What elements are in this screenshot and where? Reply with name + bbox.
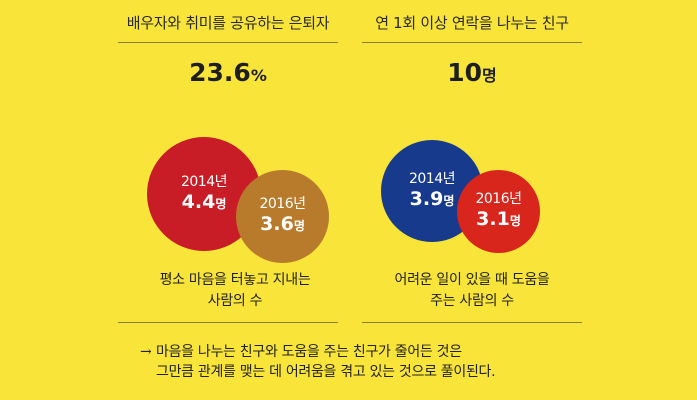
left-bubble-2016-value: 3.6명 (260, 213, 305, 235)
arrow-icon: → (140, 344, 152, 360)
left-bubble-2016-year: 2016년 (259, 196, 306, 212)
left-caption: 평소 마음을 터놓고 지내는 사람의 수 (115, 270, 355, 312)
right-headline-unit: 명 (482, 66, 497, 85)
left-bubble-2014-value: 4.4명 (181, 190, 227, 213)
left-panel-title: 배우자와 취미를 공유하는 은퇴자 (118, 12, 338, 43)
left-caption-divider (118, 322, 338, 323)
left-bubble-2016: 2016년 3.6명 (236, 170, 329, 263)
right-caption-line1: 어려운 일이 있을 때 도움을 (394, 272, 550, 288)
right-bubble-2016-value: 3.1명 (476, 208, 521, 230)
left-headline-unit: % (250, 66, 267, 85)
right-caption-divider (362, 322, 582, 323)
left-caption-line1: 평소 마음을 터놓고 지내는 (159, 272, 311, 288)
right-caption: 어려운 일이 있을 때 도움을 주는 사람의 수 (352, 270, 592, 312)
left-headline-value: 23.6 (189, 58, 251, 87)
right-bubble-2014-value: 3.9명 (409, 187, 455, 210)
right-bubble-2016: 2016년 3.1명 (457, 170, 540, 253)
left-bubble-2014-year: 2014년 (180, 173, 228, 190)
footnote-line2: 그만큼 관계를 맺는 데 어려움을 겪고 있는 것으로 풀이된다. (156, 364, 496, 380)
footnote: → 마음을 나누는 친구와 도움을 주는 친구가 줄어든 것은 그만큼 관계를 맺… (140, 342, 580, 382)
right-bubble-2014-year: 2014년 (408, 170, 456, 187)
right-panel-title: 연 1회 이상 연락을 나누는 친구 (362, 12, 582, 43)
right-caption-line2: 주는 사람의 수 (430, 293, 514, 309)
footnote-line1: 마음을 나누는 친구와 도움을 주는 친구가 줄어든 것은 (156, 344, 462, 360)
left-caption-line2: 사람의 수 (207, 293, 263, 309)
right-headline-stat: 10명 (362, 58, 582, 87)
right-headline-value: 10 (447, 58, 483, 87)
right-bubble-2016-year: 2016년 (475, 191, 522, 207)
left-headline-stat: 23.6% (118, 58, 338, 87)
